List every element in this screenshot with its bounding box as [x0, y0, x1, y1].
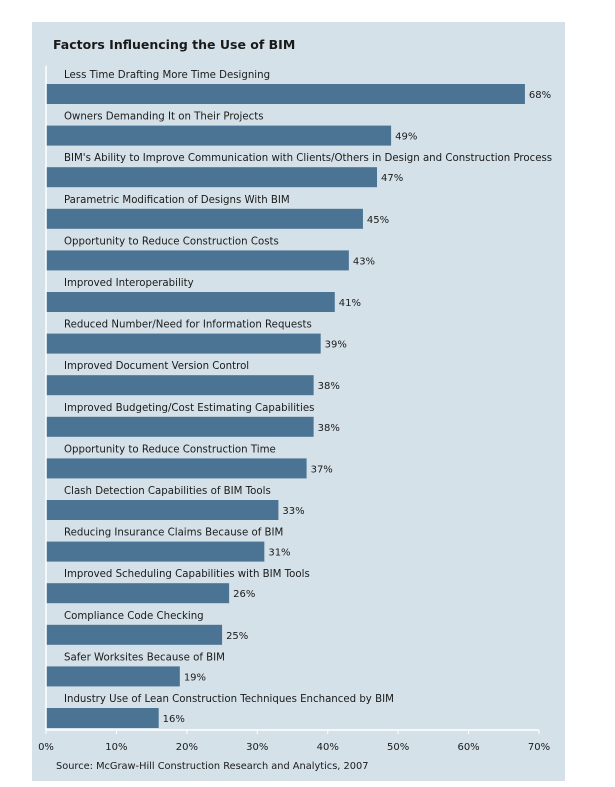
value-label: 68%: [529, 90, 551, 101]
x-tick-label: 10%: [105, 742, 127, 753]
value-label: 49%: [395, 132, 417, 143]
bar: [46, 292, 335, 312]
value-label: 37%: [311, 464, 333, 475]
category-label: Industry Use of Lean Construction Techni…: [64, 694, 394, 705]
category-label: Improved Document Version Control: [64, 361, 249, 372]
bar: [46, 167, 378, 188]
bar: [46, 541, 265, 562]
bar: [46, 708, 159, 728]
bar: [46, 125, 392, 146]
category-label: Reduced Number/Need for Information Requ…: [64, 320, 312, 331]
value-label: 19%: [184, 672, 206, 683]
category-label: Improved Budgeting/Cost Estimating Capab…: [64, 403, 314, 414]
value-label: 45%: [367, 215, 389, 226]
category-label: Compliance Code Checking: [64, 611, 204, 622]
category-label: BIM's Ability to Improve Communication w…: [64, 153, 552, 164]
x-tick-label: 60%: [457, 742, 479, 753]
value-label: 25%: [226, 631, 248, 642]
category-label: Improved Interoperability: [64, 278, 194, 289]
bar: [46, 250, 349, 271]
bar: [46, 375, 314, 396]
category-label: Reducing Insurance Claims Because of BIM: [64, 528, 283, 539]
category-label: Clash Detection Capabilities of BIM Tool…: [64, 486, 271, 497]
bar: [46, 208, 363, 229]
x-tick-label: 20%: [176, 742, 198, 753]
bars-layer: Less Time Drafting More Time Designing 68…: [46, 65, 552, 728]
category-label: Parametric Modification of Designs With …: [64, 195, 290, 206]
x-tick-label: 30%: [246, 742, 268, 753]
x-tick-label: 50%: [387, 742, 409, 753]
bar: [46, 624, 223, 645]
bar: [46, 500, 279, 520]
x-tick-label: 40%: [317, 742, 339, 753]
value-label: 26%: [233, 589, 255, 600]
category-label: Owners Demanding It on Their Projects: [64, 112, 264, 123]
value-label: 38%: [318, 381, 340, 392]
x-tick-label: 0%: [38, 742, 54, 753]
x-tick-label: 70%: [528, 742, 550, 753]
value-label: 43%: [353, 256, 375, 267]
chart-source: Source: McGraw-Hill Construction Researc…: [56, 761, 368, 772]
bar: [46, 666, 180, 687]
bar: [46, 84, 525, 104]
value-label: 38%: [318, 423, 340, 434]
chart-panel: [32, 22, 565, 781]
category-label: Safer Worksites Because of BIM: [64, 652, 225, 663]
category-label: Opportunity to Reduce Construction Costs: [64, 236, 279, 247]
bar: [46, 583, 230, 604]
chart-title: Factors Influencing the Use of BIM: [53, 37, 295, 52]
value-label: 39%: [325, 340, 347, 351]
bar: [46, 416, 314, 437]
x-axis: 0% 10% 20% 30% 40% 50% 60% 70%: [38, 66, 550, 753]
category-label: Less Time Drafting More Time Designing: [64, 70, 270, 81]
category-label: Improved Scheduling Capabilities with BI…: [64, 569, 310, 580]
value-label: 31%: [268, 548, 290, 559]
bar: [46, 333, 321, 354]
value-label: 33%: [282, 506, 304, 517]
value-label: 41%: [339, 298, 361, 309]
value-label: 47%: [381, 173, 403, 184]
category-label: Opportunity to Reduce Construction Time: [64, 444, 276, 455]
bar: [46, 458, 307, 479]
value-label: 16%: [163, 714, 185, 725]
